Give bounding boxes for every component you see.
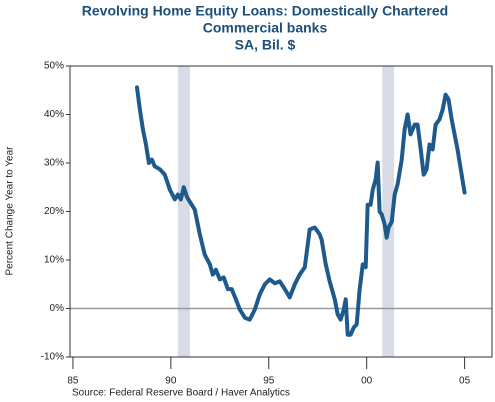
recession-band xyxy=(177,66,190,357)
plot-frame xyxy=(69,65,493,358)
data-line xyxy=(134,85,467,337)
chart-subtitle: SA, Bil. $ xyxy=(235,37,296,53)
y-tick-label: 10% xyxy=(44,255,64,266)
x-tick-label: 85 xyxy=(67,376,79,387)
y-tick-label: 40% xyxy=(44,109,64,120)
x-tick-label: 95 xyxy=(263,376,275,387)
y-tick-label: 20% xyxy=(44,206,64,217)
x-tick-label: 00 xyxy=(361,376,373,387)
x-tick-label: 90 xyxy=(165,376,177,387)
y-axis-label: Percent Change Year to Year xyxy=(5,146,16,276)
chart-subtitle: Commercial banks xyxy=(203,20,328,36)
source-note: Source: Federal Reserve Board / Haver An… xyxy=(72,388,290,399)
y-tick-label: 50% xyxy=(44,61,64,72)
y-tick-label: 0% xyxy=(50,303,65,314)
x-tick-label: 05 xyxy=(459,376,471,387)
y-tick-label: 30% xyxy=(44,158,64,169)
chart-title: Revolving Home Equity Loans: Domesticall… xyxy=(82,3,448,19)
y-tick-label: -10% xyxy=(41,352,64,363)
recession-band xyxy=(382,66,395,357)
